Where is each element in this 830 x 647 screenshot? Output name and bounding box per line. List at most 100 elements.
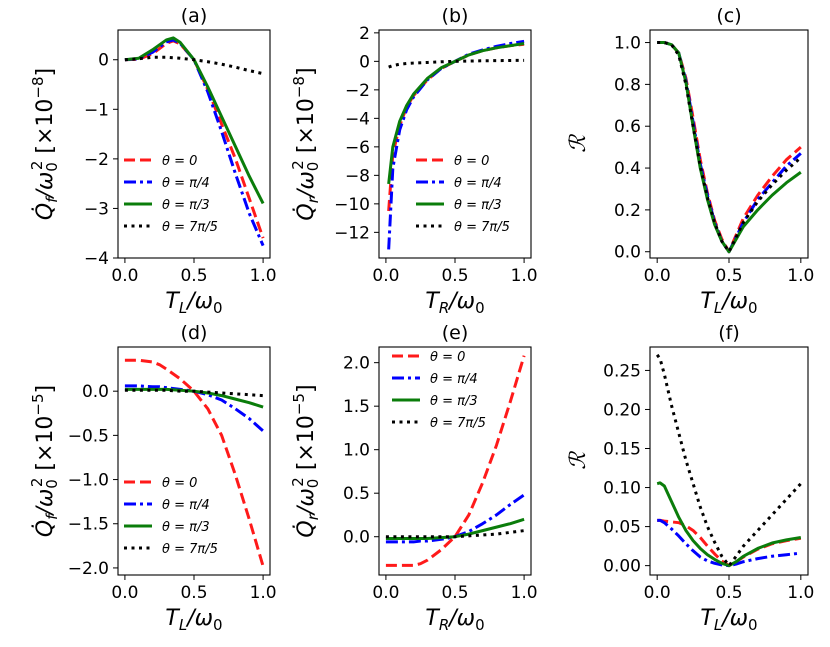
x-tick-label: 0.0 [644,266,671,286]
x-tick-label: 1.0 [511,266,538,286]
y-tick-label: −6 [345,138,370,158]
y-tick-label: −1.5 [68,515,109,535]
x-tick-label: 1.0 [787,583,814,603]
series-line-4 [124,55,264,76]
y-tick-label: 0.0 [82,382,109,402]
y-tick-label: −2 [345,81,370,101]
series-line-3 [124,36,265,205]
legend-entry: θ = π/4 [162,498,210,513]
y-tick-label: −1 [84,100,109,120]
y-tick-label: 2 [359,24,370,44]
y-axis-label: Q̇r/ω02 [×10−5] [289,384,322,537]
panel-title: (a) [181,5,207,27]
y-tick-label: 0.8 [614,75,641,95]
y-tick-label: 0.2 [614,201,641,221]
legend: θ = 0 θ = π/4 θ = π/3 θ = 7π/5 [392,350,486,431]
y-axis-label-text: ℛ [566,134,591,153]
y-axis-label: ℛ [566,451,591,470]
y-tick-label: 1.5 [343,397,370,417]
chart-panel: 0.0 0.5 1.0 2 0 −2 −4 −6 −8 −10 −12 (b) TR/ω0 Q̇r/ω02… [289,5,538,317]
y-axis-label-text: ℛ [566,451,591,470]
legend-entry: θ = 7π/5 [454,220,510,235]
y-tick-label: 1.0 [614,34,641,54]
x-tick-label: 1.0 [787,266,814,286]
series-line-1 [657,41,802,254]
y-tick-label: 0.0 [343,528,370,548]
chart-panel: 0.0 0.5 1.0 0.00 0.05 0.10 0.15 0.20 0.25 (f) TL/ω… [566,322,814,634]
series-line-1 [385,355,526,567]
y-axis-label-text: Q̇f/ω02 [×10−5] [28,385,61,537]
legend-entry: θ = 7π/5 [162,542,218,557]
series-line-2 [124,38,265,247]
x-axis-label: TR/ω0 [425,289,484,317]
x-axis-label: TL/ω0 [165,289,222,317]
x-tick-label: 0.0 [111,266,138,286]
y-tick-label: 0.4 [614,159,641,179]
x-tick-label: 0.0 [111,583,138,603]
legend: θ = 0 θ = π/4 θ = π/3 θ = 7π/5 [124,476,218,557]
panel-title: (c) [716,5,741,27]
legend-entry: θ = π/4 [454,176,502,191]
legend-entry: θ = π/3 [430,394,478,409]
panel-title: (d) [181,322,208,344]
series-line-4 [388,58,525,69]
y-axis-label-text: Q̇r/ω02 [×10−5] [289,384,322,537]
y-tick-label: −4 [84,249,109,269]
y-axis-label-text: Q̇f/ω02 [×10−8] [28,68,61,220]
legend: θ = 0 θ = π/4 θ = π/3 θ = 7π/5 [416,154,510,235]
series-line-3 [657,41,802,254]
legend-entry: θ = π/4 [430,372,478,387]
chart-panel: 0.0 0.5 1.0 2.0 1.5 1.0 0.5 0.0 (e) TR/ω0 Q̇r/ω02 … [289,322,538,634]
y-tick-label: −2.0 [68,559,109,579]
series-line-1 [657,518,802,568]
series-line-4 [655,353,802,568]
y-tick-label: 2.0 [343,354,370,374]
x-axis-label: TL/ω0 [700,606,757,634]
y-tick-label: −3 [84,199,109,219]
legend-entry: θ = 0 [454,154,489,169]
y-tick-label: −12 [334,223,370,243]
series-line-4 [657,41,802,254]
series-line-2 [657,518,801,568]
legend-entry: θ = π/3 [162,198,210,213]
series-line-3 [656,481,802,568]
y-tick-label: −0.5 [68,426,109,446]
y-tick-label: 0 [359,52,370,72]
y-axis-label: ℛ [566,134,591,153]
x-tick-label: 1.0 [511,583,538,603]
x-tick-label: 1.0 [250,266,277,286]
legend-entry: θ = 0 [162,154,197,169]
series-line-4 [385,529,525,539]
series-line-2 [387,39,525,250]
plot-frame [117,346,271,576]
y-axis-label-text: Q̇r/ω02 [×10−8] [289,67,322,220]
y-tick-label: 0.6 [614,117,641,137]
x-tick-label: 0.5 [715,583,742,603]
y-tick-label: 0.05 [603,518,641,538]
y-axis-label: Q̇f/ω02 [×10−8] [28,68,61,220]
x-tick-label: 0.5 [180,266,207,286]
panel-title: (b) [442,5,469,27]
panel-title: (f) [718,322,740,344]
y-tick-label: 0.5 [343,484,370,504]
legend-entry: θ = 7π/5 [430,416,486,431]
chart-panel: 0.0 0.5 1.0 0.0 −0.5 −1.0 −1.5 −2.0 (d) TL/ω0 Q̇f/… [28,322,277,634]
y-tick-label: −4 [345,109,370,129]
x-tick-label: 0.0 [644,583,671,603]
series-line-3 [387,42,525,185]
x-tick-label: 0.5 [441,266,468,286]
x-tick-label: 0.5 [180,583,207,603]
y-tick-label: −2 [84,150,109,170]
y-tick-label: 1.0 [343,441,370,461]
y-tick-label: −10 [334,195,370,215]
panel-title: (e) [442,322,469,344]
x-tick-label: 0.0 [372,583,399,603]
legend-entry: θ = π/3 [454,198,502,213]
legend-entry: θ = π/4 [162,176,210,191]
legend: θ = 0 θ = π/4 θ = π/3 θ = 7π/5 [124,154,218,235]
legend-entry: θ = 0 [430,350,465,365]
x-axis-label: TR/ω0 [425,606,484,634]
series-line-1 [124,358,265,567]
series-line-2 [657,41,802,254]
